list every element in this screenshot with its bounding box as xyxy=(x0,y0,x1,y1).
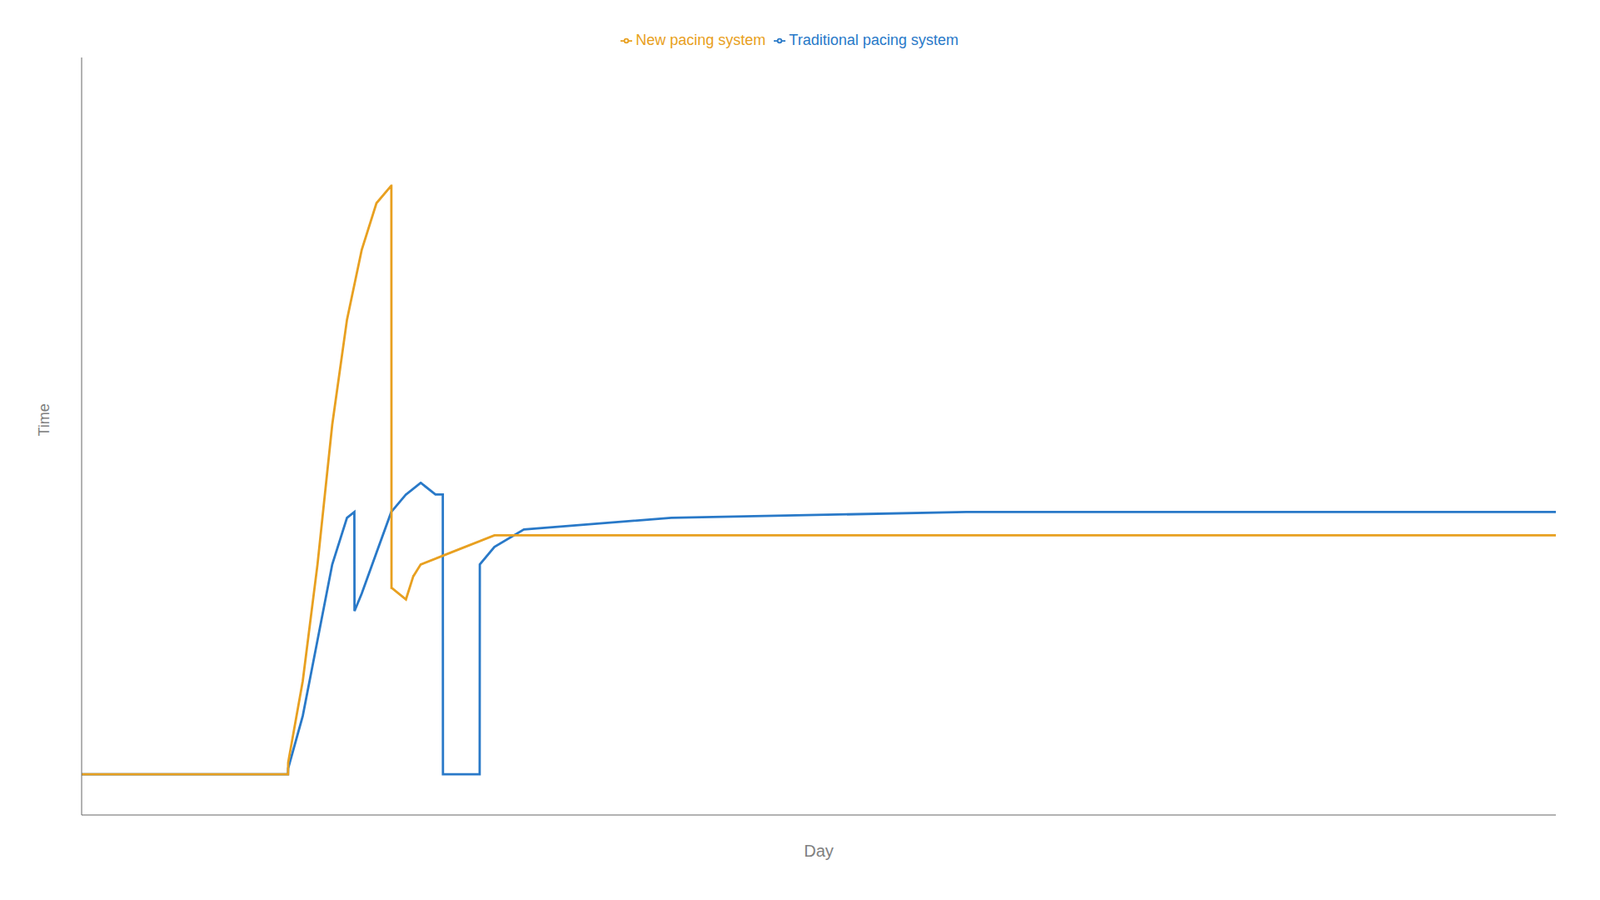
html-text:Traditional pacing system: Traditional pacing system xyxy=(789,31,959,49)
svg-text:Time: Time xyxy=(35,403,53,436)
html-text:New pacing system: New pacing system xyxy=(635,31,766,49)
svg-text:Day: Day xyxy=(803,841,834,860)
